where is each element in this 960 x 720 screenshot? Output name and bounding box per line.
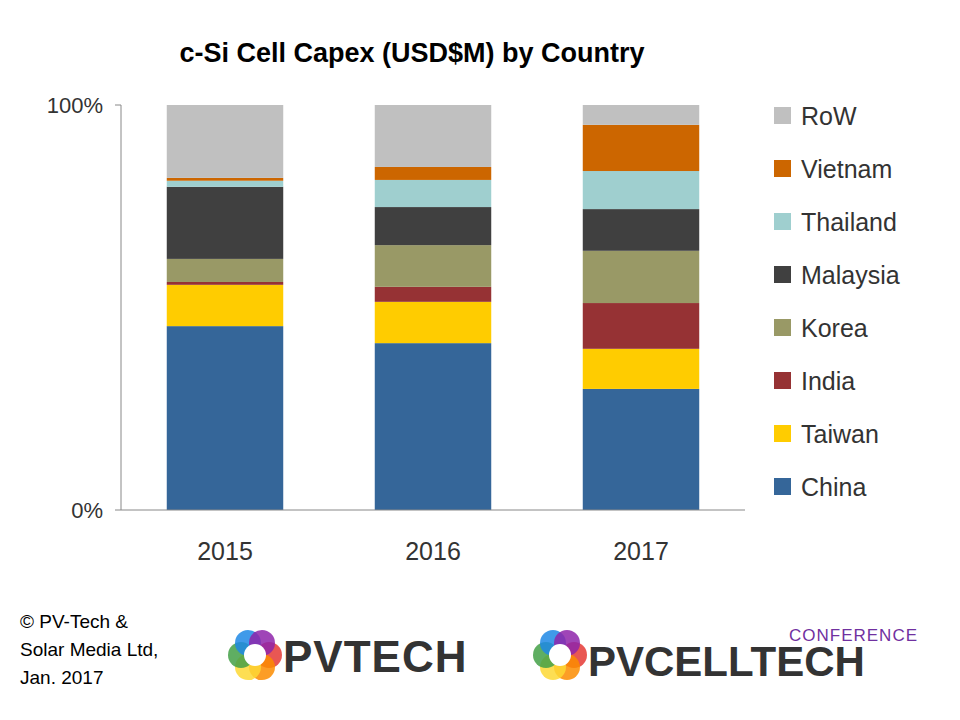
copyright: Solar Media Ltd,: [20, 639, 158, 660]
x-tick-label: 2016: [405, 537, 461, 565]
y-tick-label: 100%: [47, 93, 103, 118]
bar-segment: [583, 209, 699, 251]
legend-label: Malaysia: [801, 261, 900, 289]
logo-text: PVCELLTECH: [588, 638, 865, 685]
y-tick: [115, 510, 121, 511]
bar-segment: [375, 287, 491, 302]
legend-swatch: [774, 372, 791, 389]
bar-segment: [167, 178, 283, 181]
x-tick-label: 2015: [197, 537, 253, 565]
bar-segment: [167, 259, 283, 282]
legend-label: Taiwan: [801, 420, 879, 448]
legend-label: Vietnam: [801, 155, 892, 183]
x-axis: [121, 510, 745, 511]
bar-segment: [167, 105, 283, 178]
chart: c-Si Cell Capex (USD$M) by Country 2015 20…: [0, 0, 960, 720]
bar-segment: [167, 181, 283, 187]
copyright: Jan. 2017: [20, 667, 103, 688]
legend-swatch: [774, 478, 791, 495]
logo-icon: [533, 630, 587, 680]
legend-label: Thailand: [801, 208, 897, 236]
bar-segment: [583, 251, 699, 303]
copyright: © PV-Tech &: [20, 611, 128, 632]
bars: [167, 105, 699, 510]
legend-swatch: [774, 266, 791, 283]
x-tick-label: 2017: [613, 537, 669, 565]
y-tick-label: 0%: [71, 498, 103, 523]
y-axis: [121, 105, 122, 510]
legend-swatch: [774, 107, 791, 124]
legend-label: Korea: [801, 314, 868, 342]
bar-segment: [583, 389, 699, 510]
bar-segment: [583, 125, 699, 171]
bar-segment: [375, 343, 491, 510]
legend-swatch: [774, 160, 791, 177]
legend-label: India: [801, 367, 855, 395]
title: c-Si Cell Capex (USD$M) by Country: [179, 38, 644, 68]
bar-segment: [583, 105, 699, 125]
legend-swatch: [774, 213, 791, 230]
bar-segment: [375, 180, 491, 207]
legend: RoW Vietnam Thailand Malaysia Korea India Taiw…: [774, 102, 900, 501]
bar-segment: [375, 245, 491, 287]
bar-segment: [583, 171, 699, 209]
bar-segment: [375, 207, 491, 245]
bar-segment: [583, 303, 699, 349]
bar-segment: [167, 285, 283, 326]
bar-segment: [167, 326, 283, 510]
legend-label: China: [801, 473, 866, 501]
legend-label: RoW: [801, 102, 857, 130]
legend-swatch: [774, 319, 791, 336]
bar-segment: [375, 105, 491, 167]
logo-icon: [228, 630, 282, 680]
bar-segment: [167, 187, 283, 259]
bar-segment: [583, 349, 699, 389]
logo-text: PVTECH: [283, 632, 467, 681]
bar-segment: [167, 282, 283, 285]
legend-swatch: [774, 425, 791, 442]
bar-segment: [375, 167, 491, 180]
y-tick: [115, 105, 121, 106]
bar-segment: [375, 302, 491, 343]
